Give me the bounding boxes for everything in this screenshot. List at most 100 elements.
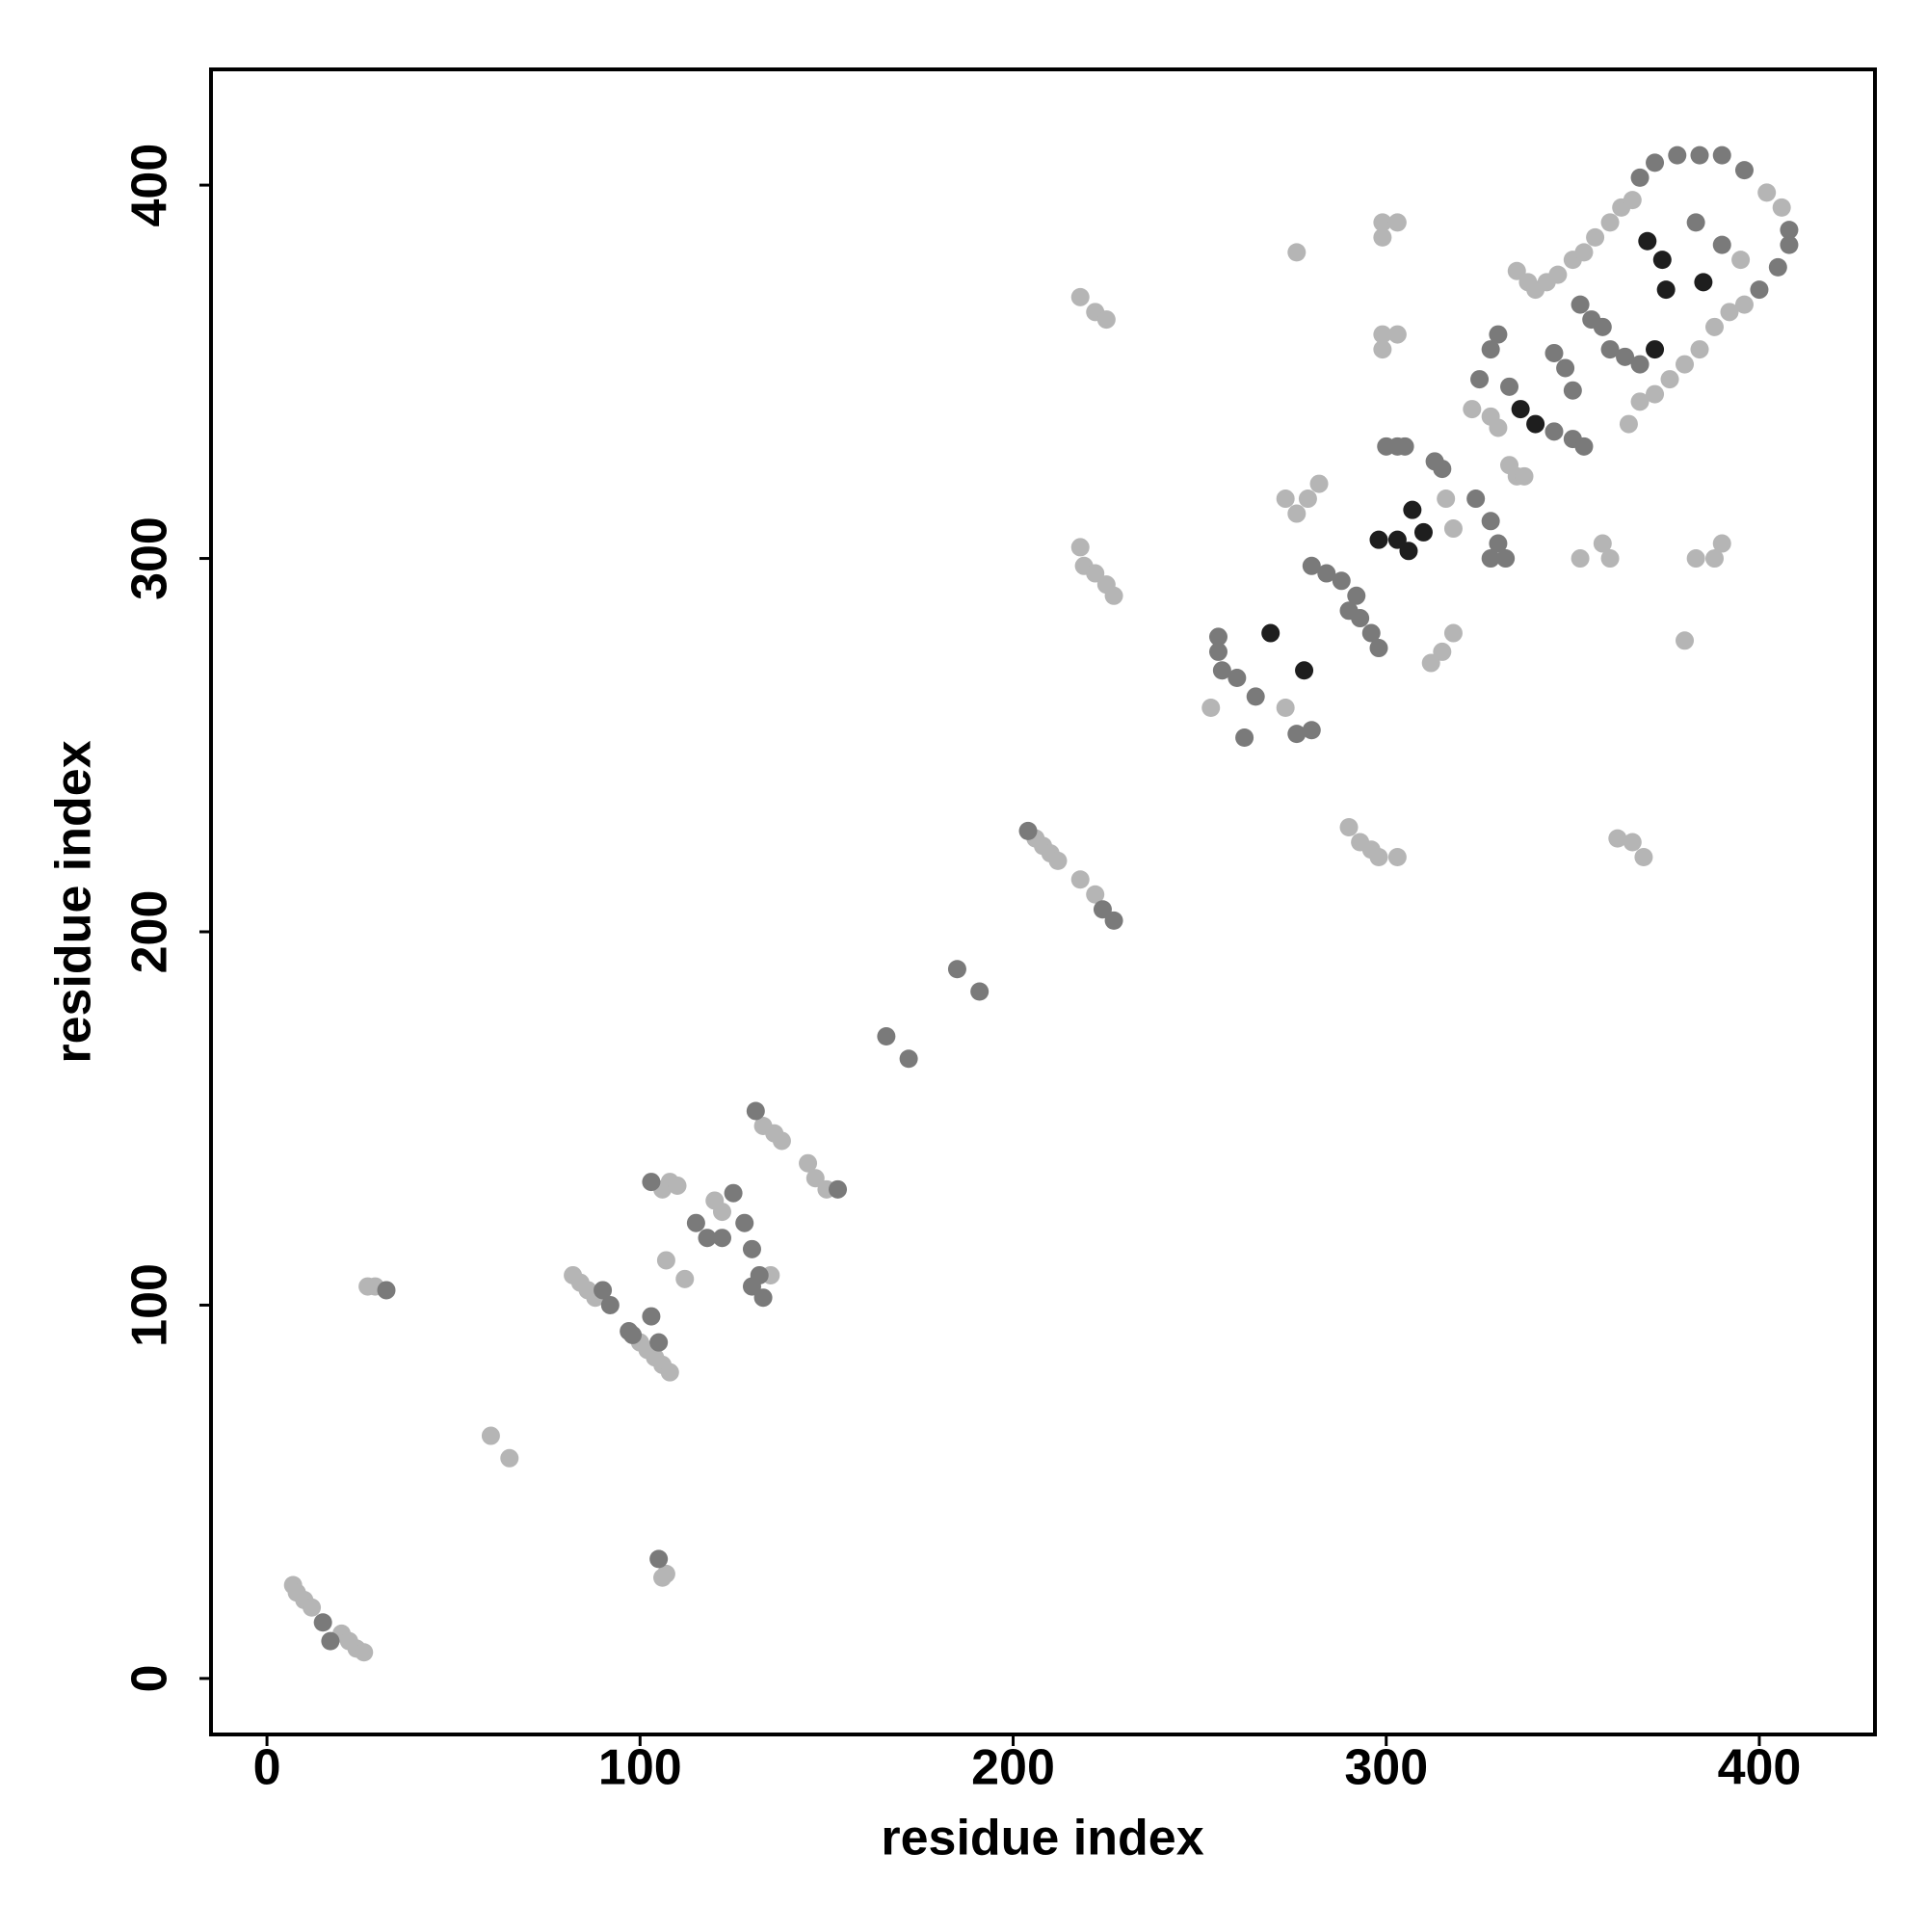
point (899, 1049, 918, 1069)
point (1593, 317, 1612, 336)
plot-frame (209, 67, 1877, 1736)
point (735, 1213, 754, 1232)
point (1489, 418, 1508, 437)
point (1437, 490, 1456, 509)
point (481, 1426, 500, 1445)
point (698, 1229, 717, 1248)
y-axis-title: residue index (46, 740, 102, 1063)
point (746, 1101, 765, 1121)
point (620, 1322, 639, 1341)
point (1339, 818, 1359, 837)
point (1704, 317, 1724, 336)
point (1712, 146, 1731, 165)
point (1646, 384, 1665, 404)
point (1104, 911, 1123, 930)
x-tick-label: 300 (1344, 1740, 1428, 1796)
point (1676, 355, 1695, 374)
point (1433, 460, 1452, 479)
point (1600, 340, 1620, 359)
point (1734, 295, 1754, 314)
point (1373, 227, 1392, 247)
point (1093, 900, 1112, 919)
point (1668, 146, 1687, 165)
point (1369, 639, 1388, 658)
point (1399, 542, 1418, 561)
point (1574, 243, 1594, 262)
point (600, 1295, 620, 1314)
y-tick-label: 100 (122, 1263, 178, 1347)
point (1600, 213, 1620, 232)
point (1712, 534, 1731, 553)
point (1387, 213, 1407, 232)
point (1646, 153, 1665, 172)
point (772, 1131, 791, 1151)
point (1630, 168, 1650, 187)
point (1630, 392, 1650, 411)
point (1261, 623, 1280, 643)
point (1421, 653, 1440, 673)
point (1373, 325, 1392, 344)
point (313, 1613, 332, 1632)
point (829, 1179, 848, 1199)
point (1623, 833, 1642, 852)
point (1481, 549, 1500, 569)
point (1302, 556, 1321, 575)
point (1096, 310, 1116, 330)
point (1048, 851, 1068, 870)
point (1548, 265, 1568, 284)
point (1201, 699, 1221, 718)
x-tick-label: 100 (598, 1740, 682, 1796)
y-tick-label: 300 (122, 516, 178, 600)
point (1351, 609, 1370, 628)
point (1593, 534, 1612, 553)
point (1373, 340, 1392, 359)
point (1086, 885, 1105, 904)
point (1563, 381, 1582, 400)
point (1571, 549, 1590, 569)
point (1574, 437, 1594, 456)
point (1227, 669, 1247, 688)
point (1694, 273, 1713, 292)
point (1646, 340, 1665, 359)
point (355, 1643, 374, 1662)
point (1515, 466, 1534, 486)
point (947, 960, 966, 979)
point (1489, 325, 1508, 344)
point (1018, 821, 1038, 840)
point (1369, 530, 1388, 549)
point (377, 1281, 396, 1300)
point (649, 1549, 669, 1569)
x-tick-label: 0 (253, 1740, 281, 1796)
point (1731, 251, 1751, 270)
point (500, 1448, 519, 1468)
point (1656, 280, 1676, 300)
point (686, 1213, 705, 1232)
point (1600, 549, 1620, 569)
x-axis-title: residue index (881, 1811, 1203, 1866)
point (1104, 586, 1123, 605)
point (753, 1288, 773, 1308)
point (1413, 522, 1433, 542)
point (668, 1176, 687, 1195)
point (742, 1277, 761, 1296)
point (1070, 870, 1090, 889)
point (1208, 642, 1227, 661)
point (303, 1598, 322, 1617)
point (712, 1203, 731, 1222)
point (1780, 235, 1799, 254)
point (1712, 235, 1731, 254)
point (1317, 564, 1336, 583)
point (1246, 687, 1265, 706)
point (1586, 227, 1605, 247)
point (1235, 728, 1254, 748)
point (642, 1173, 661, 1192)
point (1496, 549, 1516, 569)
point (1734, 161, 1754, 180)
point (1616, 347, 1635, 366)
point (1373, 213, 1392, 232)
point (642, 1307, 661, 1326)
point (1623, 191, 1642, 210)
point (1395, 437, 1414, 456)
point (805, 1169, 825, 1188)
